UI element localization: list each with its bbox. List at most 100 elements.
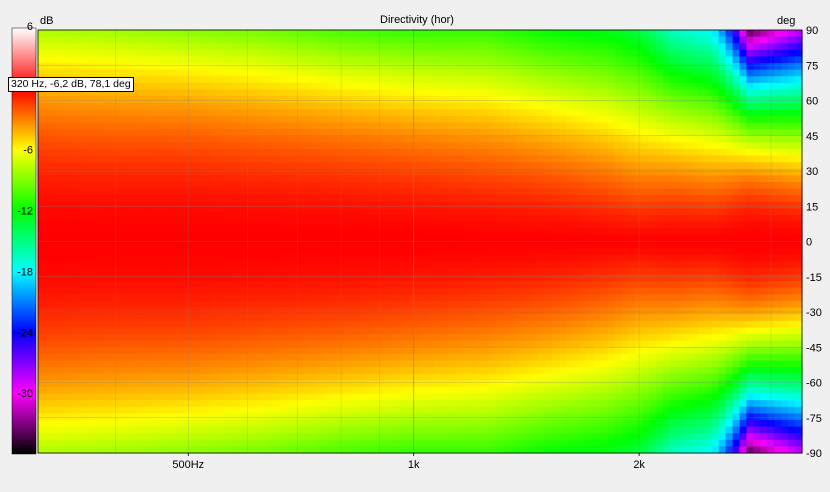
heatmap-cell (156, 208, 164, 216)
heatmap-cell (545, 188, 553, 196)
heatmap-cell (357, 347, 366, 355)
heatmap-cell (413, 89, 421, 97)
heatmap-cell (218, 215, 227, 223)
heatmap-cell (301, 30, 310, 38)
heatmap-cell (163, 215, 171, 223)
heatmap-cell (315, 367, 324, 375)
heatmap-cell (260, 36, 268, 44)
heatmap-cell (399, 327, 407, 335)
heatmap-cell (93, 69, 102, 77)
heatmap-cell (565, 56, 574, 64)
heatmap-cell (385, 320, 393, 329)
heatmap-cell (246, 261, 254, 269)
heatmap-cell (433, 215, 442, 223)
heatmap-cell (79, 69, 88, 77)
heatmap-cell (135, 307, 143, 315)
heatmap-cell (218, 360, 227, 368)
heatmap-cell (531, 49, 539, 58)
heatmap-cell (301, 373, 310, 381)
heatmap-cell (329, 287, 338, 295)
heatmap-cell (308, 142, 317, 150)
heatmap-cell (190, 195, 199, 203)
heatmap-cell (475, 254, 484, 262)
heatmap-cell (79, 426, 88, 434)
heatmap-cell (343, 380, 352, 388)
heatmap-cell (433, 248, 442, 256)
heatmap-cell (239, 327, 247, 335)
heatmap-cell (413, 386, 421, 395)
heatmap-cell (253, 56, 261, 64)
heatmap-cell (281, 30, 289, 38)
heatmap-cell (121, 261, 129, 269)
heatmap-cell (517, 300, 525, 309)
heatmap-cell (72, 175, 81, 183)
heatmap-cell (156, 347, 164, 355)
heatmap-cell (565, 353, 574, 362)
heatmap-cell (350, 406, 359, 414)
heatmap-cell (163, 36, 171, 44)
heatmap-cell (176, 294, 185, 302)
heatmap-cell (176, 360, 185, 368)
heatmap-cell (239, 314, 247, 322)
heatmap-cell (468, 281, 477, 289)
heatmap-cell (350, 89, 359, 97)
heatmap-cell (190, 426, 199, 434)
heatmap-cell (38, 195, 46, 203)
heatmap-cell (239, 135, 247, 143)
heatmap-cell (538, 294, 546, 302)
heatmap-cell (225, 122, 234, 130)
heatmap-cell (169, 281, 178, 289)
heatmap-cell (558, 294, 567, 302)
heatmap-cell (357, 109, 366, 117)
heatmap-cell (44, 49, 53, 58)
heatmap-cell (149, 426, 157, 434)
heatmap-cell (420, 182, 428, 190)
heatmap-cell (149, 49, 157, 58)
heatmap-cell (121, 168, 129, 177)
heatmap-cell (44, 96, 53, 104)
heatmap-cell (218, 274, 227, 282)
heatmap-cell (558, 63, 567, 71)
heatmap-cell (100, 300, 109, 309)
heatmap-cell (38, 142, 46, 150)
heatmap-cell (128, 386, 136, 395)
heatmap-cell (392, 393, 400, 401)
heatmap-cell (163, 406, 171, 414)
heatmap-cell (558, 426, 567, 434)
heatmap-cell (176, 400, 185, 408)
heatmap-cell (100, 314, 109, 322)
heatmap-cell (468, 347, 477, 355)
heatmap-cell (114, 360, 122, 368)
heatmap-cell (253, 373, 261, 381)
heatmap-cell (378, 96, 386, 104)
heatmap-cell (572, 241, 581, 249)
heatmap-cell (163, 221, 171, 229)
heatmap-cell (204, 175, 213, 183)
heatmap-cell (149, 334, 157, 342)
heatmap-cell (204, 353, 213, 362)
heatmap-cell (128, 267, 136, 276)
heatmap-cell (510, 334, 518, 342)
heatmap-cell (551, 241, 560, 249)
heatmap-cell (329, 49, 338, 58)
heatmap-cell (225, 353, 234, 362)
heatmap-cell (329, 109, 338, 117)
heatmap-cell (399, 115, 407, 124)
heatmap-cell (420, 267, 428, 276)
heatmap-cell (406, 215, 414, 223)
heatmap-cell (58, 248, 67, 256)
heatmap-cell (468, 221, 477, 229)
heatmap-cell (496, 201, 504, 210)
heatmap-cell (510, 314, 518, 322)
heatmap-cell (392, 347, 400, 355)
heatmap-cell (378, 347, 386, 355)
heatmap-cell (406, 380, 414, 388)
heatmap-cell (558, 30, 567, 38)
heatmap-cell (551, 380, 560, 388)
heatmap-cell (197, 208, 206, 216)
heatmap-cell (218, 175, 227, 183)
heatmap-cell (142, 63, 150, 71)
heatmap-cell (350, 400, 359, 408)
heatmap-cell (406, 426, 414, 434)
heatmap-cell (336, 49, 345, 58)
